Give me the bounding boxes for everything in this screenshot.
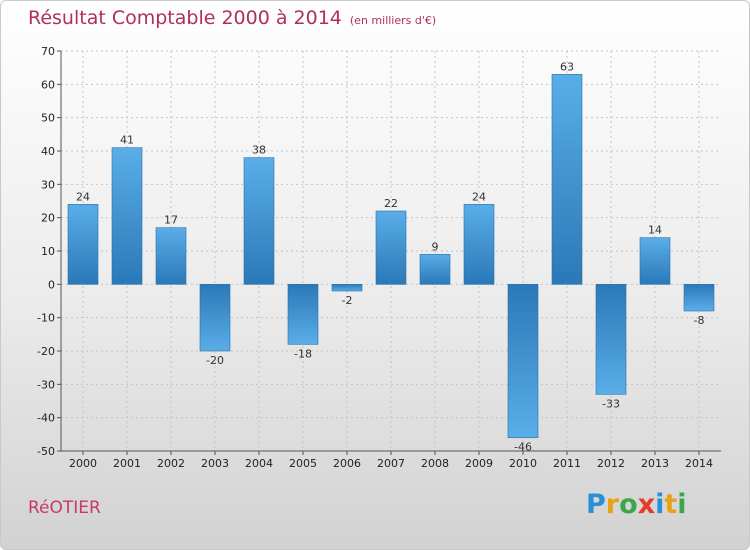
bar	[551, 74, 583, 285]
bar	[375, 210, 407, 285]
data-label: 14	[648, 224, 662, 237]
data-label: -33	[602, 397, 620, 410]
bar	[199, 284, 231, 352]
y-tick-label: 70	[41, 45, 55, 58]
data-label: 38	[252, 144, 266, 157]
y-tick-label: -40	[37, 412, 55, 425]
bar	[67, 204, 99, 285]
y-tick-label: -20	[37, 345, 55, 358]
logo-letter: x	[637, 489, 656, 520]
data-label: 63	[560, 60, 574, 73]
x-tick-label: 2003	[201, 457, 229, 470]
chart-title: Résultat Comptable 2000 à 2014 (en millie…	[28, 7, 436, 29]
bar	[155, 227, 187, 285]
bar	[639, 237, 671, 285]
x-tick-label: 2001	[113, 457, 141, 470]
x-tick-label: 2008	[421, 457, 449, 470]
data-label: 41	[120, 134, 134, 147]
bar	[419, 254, 451, 285]
x-tick-label: 2011	[553, 457, 581, 470]
commune-name: RéOTIER	[28, 498, 101, 518]
data-labels: 24 41 17 -20 38 -18 -2 22 9 24 -46 63 -33 14 -8	[76, 60, 704, 453]
data-label: -2	[342, 294, 353, 307]
proxiti-logo: Proxiti	[586, 489, 687, 520]
bar	[507, 284, 539, 438]
bar	[243, 157, 275, 285]
y-tick-label: -10	[37, 312, 55, 325]
y-tick-label: -30	[37, 378, 55, 391]
x-tick-label: 2007	[377, 457, 405, 470]
data-label: 17	[164, 214, 178, 227]
x-tick-label: 2004	[245, 457, 273, 470]
x-tick-label: 2009	[465, 457, 493, 470]
data-label: -46	[514, 441, 532, 454]
bar	[595, 284, 627, 395]
logo-letter: i	[677, 489, 687, 520]
data-label: 24	[472, 190, 486, 203]
logo-letter: P	[586, 489, 606, 520]
logo-letter: t	[664, 489, 678, 520]
x-tick-label: 2010	[509, 457, 537, 470]
y-tick-label: 0	[48, 278, 55, 291]
data-label: 24	[76, 190, 90, 203]
x-tick-label: 2012	[597, 457, 625, 470]
bar	[287, 284, 319, 345]
x-tick-label: 2000	[69, 457, 97, 470]
y-tick-label: 60	[41, 78, 55, 91]
y-tick-label: 50	[41, 112, 55, 125]
bars	[67, 74, 715, 438]
data-label: -20	[206, 354, 224, 367]
logo-letter: o	[619, 489, 638, 520]
data-label: -18	[294, 347, 312, 360]
y-tick-label: 40	[41, 145, 55, 158]
bar	[463, 204, 495, 285]
y-tick-label: -50	[37, 445, 55, 458]
logo-letter: i	[655, 489, 665, 520]
x-tick-label: 2013	[641, 457, 669, 470]
y-tick-label: 20	[41, 212, 55, 225]
x-tick-label: 2014	[685, 457, 713, 470]
y-tick-label: 30	[41, 178, 55, 191]
y-tick-label: 10	[41, 245, 55, 258]
data-label: -8	[694, 314, 705, 327]
x-tick-label: 2005	[289, 457, 317, 470]
x-tick-label: 2002	[157, 457, 185, 470]
data-label: 22	[384, 197, 398, 210]
bar	[331, 284, 363, 292]
bar	[111, 147, 143, 285]
chart-title-text: Résultat Comptable 2000 à 2014	[28, 7, 342, 29]
bar	[683, 284, 715, 312]
chart-subtitle: (en milliers d'€)	[349, 14, 437, 27]
x-tick-label: 2006	[333, 457, 361, 470]
logo-letter: r	[605, 489, 620, 520]
data-label: 9	[432, 240, 439, 253]
